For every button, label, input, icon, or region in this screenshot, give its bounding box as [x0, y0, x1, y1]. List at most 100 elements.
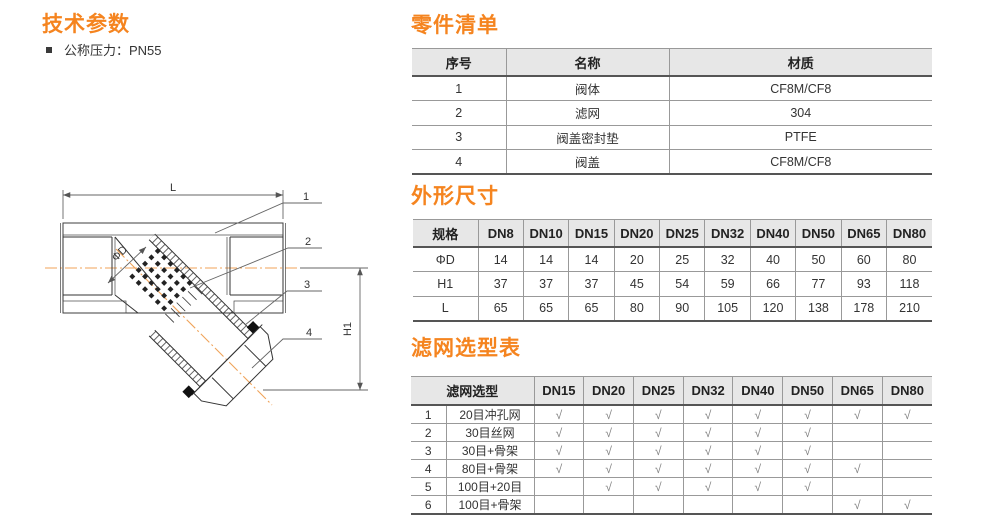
cell: √ — [732, 459, 783, 478]
cell: √ — [583, 477, 634, 496]
cell — [583, 495, 634, 515]
cell: 14 — [568, 247, 615, 273]
cell: √ — [682, 423, 733, 442]
table-row: 1 阀体 CF8M/CF8 — [412, 76, 932, 102]
cell: √ — [782, 423, 833, 442]
cell: 3 — [412, 125, 506, 150]
cell: 54 — [659, 271, 705, 297]
cell: 3 — [411, 441, 446, 460]
cell: 90 — [659, 296, 705, 322]
cell: 4 — [412, 149, 506, 175]
table-row: 3 阀盖密封垫 PTFE — [412, 125, 932, 150]
cell — [831, 423, 883, 442]
cell: 14 — [522, 247, 569, 273]
cell: 1 — [411, 405, 446, 424]
callout-3: 3 — [304, 279, 310, 291]
tech-param-item: 公称压力：PN55 — [46, 40, 162, 59]
cell — [881, 441, 932, 460]
strainer-selection-table: 滤网选型 DN15 DN20 DN25 DN32 DN40 DN50 DN65 DN80 1 20… — [411, 376, 932, 515]
cell: 50 — [795, 247, 842, 273]
cell: √ — [632, 405, 684, 424]
cell: √ — [732, 423, 783, 442]
cell: 105 — [704, 296, 751, 322]
section-title-dimensions: 外形尺寸 — [411, 185, 499, 208]
tech-param-text: 公称压力：PN55 — [64, 43, 162, 58]
column-header: DN65 — [840, 219, 887, 248]
cell: 37 — [477, 271, 524, 297]
cell: √ — [583, 441, 634, 460]
cell: 阀体 — [505, 76, 669, 102]
dim-diameter-label: ΦD — [110, 244, 130, 264]
cell: 80 — [613, 296, 660, 322]
column-header: DN8 — [477, 219, 524, 248]
table-row: L 65 65 65 80 90 105 120 138 178 210 — [413, 296, 932, 322]
cell: √ — [831, 405, 883, 424]
column-header: DN50 — [795, 219, 842, 248]
cell: 20 — [613, 247, 660, 273]
column-header: 滤网选型 — [411, 376, 535, 406]
table-row: H1 37 37 37 45 54 59 66 77 93 118 — [413, 271, 932, 297]
cell: 80目+骨架 — [445, 459, 535, 478]
cell: 120 — [749, 296, 796, 322]
cell: 37 — [522, 271, 569, 297]
cell: 80 — [886, 247, 932, 273]
cell: √ — [881, 495, 932, 515]
dimension-length: L — [62, 182, 284, 219]
cell: √ — [732, 477, 783, 496]
cell: √ — [583, 459, 634, 478]
cell: 60 — [840, 247, 887, 273]
cell: √ — [632, 459, 684, 478]
cell: 210 — [886, 296, 932, 322]
cell: 138 — [795, 296, 842, 322]
cell: √ — [682, 441, 733, 460]
cell: 66 — [749, 271, 796, 297]
table-row: 6 100目+骨架 √ √ — [411, 495, 932, 515]
cell: 65 — [568, 296, 615, 322]
part-callouts: 1 2 3 4 — [189, 191, 322, 369]
table-row: 4 80目+骨架 √ √ √ √ √ √ √ — [411, 459, 932, 478]
cell: 30目丝网 — [445, 423, 535, 442]
cell — [533, 495, 584, 515]
cell: 45 — [613, 271, 660, 297]
table-row: 2 30目丝网 √ √ √ √ √ √ — [411, 423, 932, 442]
cell: 5 — [411, 477, 446, 496]
cell: 20目冲孔网 — [445, 405, 535, 424]
valve-technical-drawing: L H1 ΦD 1 2 3 4 — [45, 182, 368, 407]
column-header: 名称 — [505, 48, 669, 77]
callout-1: 1 — [303, 191, 309, 203]
cell: √ — [732, 405, 783, 424]
column-header: DN15 — [533, 376, 584, 406]
cell: 14 — [477, 247, 524, 273]
cell — [632, 495, 684, 515]
section-title-parts-list: 零件清单 — [411, 14, 499, 37]
table-row: 5 100目+20目 √ √ √ √ √ — [411, 477, 932, 496]
cell — [881, 459, 932, 478]
column-header: DN25 — [632, 376, 684, 406]
cell: 118 — [886, 271, 932, 297]
cell: 30目+骨架 — [445, 441, 535, 460]
cell — [533, 477, 584, 496]
dimensions-table: 规格 DN8 DN10 DN15 DN20 DN25 DN32 DN40 DN50 DN65 DN8… — [413, 219, 932, 322]
cell: √ — [782, 441, 833, 460]
table-row: 3 30目+骨架 √ √ √ √ √ √ — [411, 441, 932, 460]
column-header: DN20 — [583, 376, 634, 406]
table-row: 1 20目冲孔网 √ √ √ √ √ √ √ √ — [411, 405, 932, 424]
callout-2: 2 — [305, 236, 311, 248]
section-title-strainer-selection: 滤网选型表 — [411, 337, 521, 360]
dimension-diameter: ΦD — [107, 244, 147, 284]
cell: √ — [831, 495, 883, 515]
column-header: DN50 — [782, 376, 833, 406]
cell: √ — [533, 459, 584, 478]
dimension-height: H1 — [263, 267, 368, 391]
cell: 1 — [412, 76, 506, 102]
section-title-technical-parameters: 技术参数 — [42, 13, 130, 36]
column-header: 序号 — [412, 48, 506, 77]
branch-wall-hatch — [149, 234, 254, 339]
branch-wall-hatch — [149, 330, 206, 387]
cell — [831, 441, 883, 460]
header-row: 滤网选型 DN15 DN20 DN25 DN32 DN40 DN50 DN65 DN80 — [411, 376, 932, 406]
cell: √ — [533, 405, 584, 424]
cell: 阀盖密封垫 — [505, 125, 669, 150]
parts-list-table: 序号 名称 材质 1 阀体 CF8M/CF8 2 滤网 304 3 阀盖密封垫 PTFE 4 阀盖 CF8… — [412, 48, 932, 176]
cell: 93 — [840, 271, 887, 297]
